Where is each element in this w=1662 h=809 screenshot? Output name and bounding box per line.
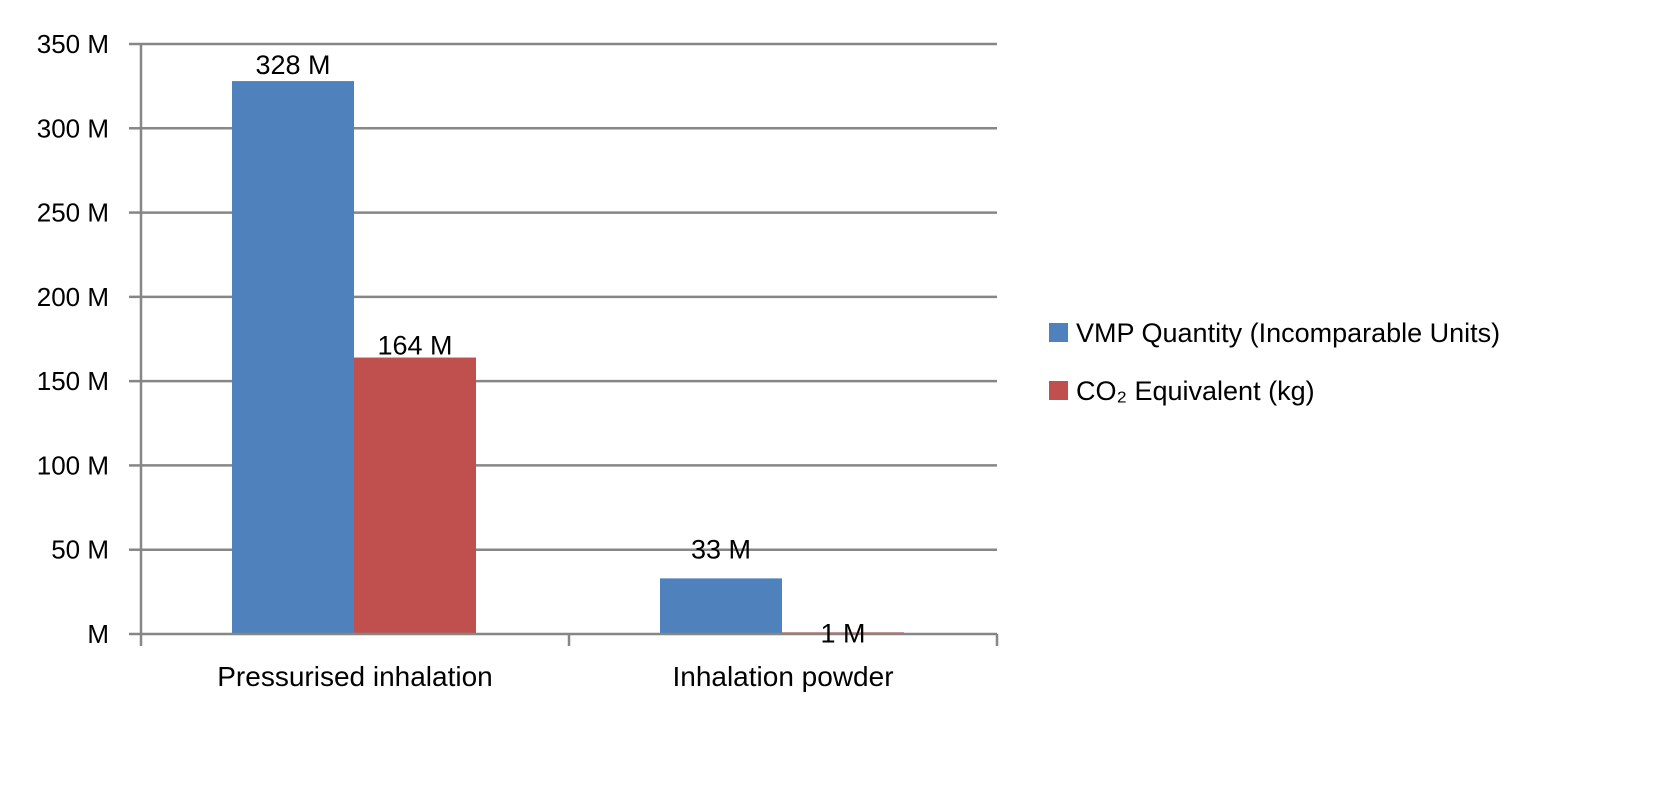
data-labels: 328 M 164 M 33 M 1 M — [255, 50, 865, 648]
y-tick-label: 50 M — [51, 535, 109, 565]
axes: M 50 M 100 M 150 M 200 M 250 M 300 M 350 M Press… — [37, 29, 999, 692]
bar-data-label: 328 M — [255, 50, 330, 80]
bars — [232, 81, 904, 635]
legend-label: VMP Quantity (Incomparable Units) — [1076, 318, 1500, 348]
legend-swatch — [1049, 323, 1068, 342]
y-tick-label: 300 M — [37, 113, 109, 143]
x-category-label: Inhalation powder — [672, 661, 893, 692]
bar — [354, 357, 476, 634]
x-category-label: Pressurised inhalation — [217, 661, 493, 692]
y-tick-label: 150 M — [37, 366, 109, 396]
y-tick-label: 250 M — [37, 198, 109, 228]
bar-data-label: 33 M — [691, 534, 751, 564]
y-tick-label: 100 M — [37, 450, 109, 480]
legend-swatch — [1049, 381, 1068, 400]
bar — [660, 578, 782, 634]
legend-label: CO₂ Equivalent (kg) — [1076, 376, 1315, 406]
y-tick-label: M — [87, 619, 109, 649]
bar — [232, 81, 354, 635]
legend: VMP Quantity (Incomparable Units) CO₂ Equ… — [1049, 318, 1500, 406]
bar-data-label: 1 M — [820, 618, 865, 648]
y-tick-label: 350 M — [37, 29, 109, 59]
y-tick-label: 200 M — [37, 282, 109, 312]
bar-data-label: 164 M — [377, 331, 452, 361]
